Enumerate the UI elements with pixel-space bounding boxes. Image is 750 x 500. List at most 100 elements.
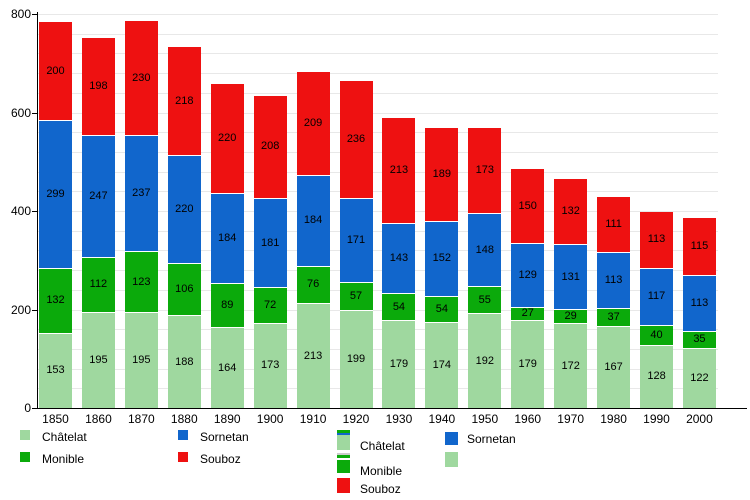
bar-segment-chatelat-1860: 195 bbox=[81, 311, 115, 408]
bar-value-label: 208 bbox=[260, 140, 280, 153]
bar-segment-souboz-1880: 218 bbox=[167, 47, 201, 155]
bar-value-label: 113 bbox=[647, 233, 666, 246]
legend-swatch-sornetan bbox=[178, 430, 188, 440]
bar-value-label: 179 bbox=[518, 357, 537, 370]
bar-segment-chatelat-1950: 192 bbox=[468, 313, 502, 408]
legend-swatch-stripe bbox=[337, 453, 350, 455]
gridline bbox=[38, 230, 718, 232]
gridline bbox=[38, 368, 718, 370]
bar-value-label: 213 bbox=[389, 163, 409, 176]
bar-segment-monible-2000: 35 bbox=[682, 330, 716, 348]
y-axis-tick-label: 600 bbox=[10, 105, 31, 120]
bar-segment-monible-1940: 54 bbox=[425, 295, 459, 323]
legend-label-sornetan: Sornetan bbox=[200, 430, 249, 444]
bar-value-label: 195 bbox=[132, 353, 151, 366]
legend-swatch-sornetan bbox=[445, 432, 458, 445]
bar-value-label: 237 bbox=[132, 187, 151, 200]
bar-value-label: 220 bbox=[218, 132, 237, 145]
gridline bbox=[38, 211, 718, 212]
bar-value-label: 72 bbox=[264, 299, 277, 312]
bar-segment-chatelat-1930: 179 bbox=[382, 319, 416, 408]
bar-value-label: 173 bbox=[475, 164, 494, 177]
bar-value-label: 167 bbox=[604, 360, 623, 373]
bar-value-label: 131 bbox=[561, 270, 580, 283]
x-axis-label-1860: 1860 bbox=[85, 412, 112, 426]
legend-label-souboz-2: Souboz bbox=[360, 482, 401, 496]
bar-segment-sornetan-1930: 143 bbox=[382, 222, 416, 294]
bar-segment-sornetan-1990: 117 bbox=[640, 267, 674, 326]
bar-value-label: 171 bbox=[346, 233, 366, 246]
bar-segment-souboz-1860: 198 bbox=[81, 37, 115, 136]
gridline bbox=[38, 132, 718, 134]
gridline bbox=[38, 270, 718, 272]
bar-segment-sornetan-1970: 131 bbox=[554, 244, 588, 309]
bar-segment-monible-1930: 54 bbox=[382, 293, 416, 320]
bar-segment-chatelat-1920: 199 bbox=[339, 309, 373, 408]
bar-segment-chatelat-1850: 153 bbox=[39, 332, 72, 408]
gridline bbox=[38, 191, 718, 193]
gridline bbox=[38, 14, 718, 15]
bar-value-label: 54 bbox=[435, 303, 448, 315]
bar-segment-sornetan-1950: 148 bbox=[468, 213, 502, 287]
legend-swatch-stripe bbox=[337, 435, 350, 450]
bar-segment-souboz-1990: 113 bbox=[640, 211, 674, 268]
bar-value-label: 113 bbox=[690, 296, 709, 309]
gridline bbox=[38, 73, 718, 75]
bar-value-label: 150 bbox=[518, 199, 537, 212]
bar-value-label: 172 bbox=[561, 359, 580, 372]
bar-segment-monible-1850: 132 bbox=[39, 267, 72, 333]
bar-value-label: 123 bbox=[132, 275, 151, 288]
legend-swatch-unlabeled bbox=[445, 452, 458, 467]
bar-segment-chatelat-1960: 179 bbox=[511, 319, 545, 408]
bar-value-label: 76 bbox=[306, 278, 320, 291]
bar-value-label: 174 bbox=[432, 359, 452, 372]
bar-segment-sornetan-1890: 184 bbox=[210, 192, 244, 284]
bar-value-label: 117 bbox=[647, 290, 666, 303]
bar-segment-souboz-1970: 132 bbox=[554, 179, 588, 245]
legend-label-chatelat: Châtelat bbox=[42, 430, 87, 444]
bar-value-label: 199 bbox=[346, 352, 366, 365]
x-axis-label-1910: 1910 bbox=[299, 412, 327, 426]
x-axis-label-1960: 1960 bbox=[514, 412, 542, 426]
bar-segment-sornetan-2000: 113 bbox=[682, 275, 716, 331]
legend-swatch-monible bbox=[337, 453, 350, 473]
bar-segment-sornetan-1860: 247 bbox=[81, 135, 115, 257]
y-axis-tick-label: 0 bbox=[24, 401, 31, 415]
bar-segment-sornetan-1960: 129 bbox=[511, 243, 545, 307]
bar-value-label: 37 bbox=[607, 310, 620, 323]
bar-value-label: 184 bbox=[303, 214, 323, 227]
bar-value-label: 112 bbox=[89, 278, 108, 291]
bar-value-label: 218 bbox=[175, 94, 194, 107]
bar-segment-sornetan-1980: 113 bbox=[597, 251, 631, 308]
legend-swatch-stripe bbox=[337, 458, 350, 460]
bar-segment-sornetan-1880: 220 bbox=[167, 154, 201, 264]
bar-segment-chatelat-1900: 173 bbox=[253, 322, 287, 408]
bar-value-label: 153 bbox=[46, 364, 65, 377]
y-axis-tick-label: 800 bbox=[10, 7, 31, 21]
bar-segment-souboz-1850: 200 bbox=[39, 21, 72, 121]
bar-segment-chatelat-1870: 195 bbox=[124, 311, 158, 408]
bar-segment-souboz-1940: 189 bbox=[425, 127, 459, 221]
bar-value-label: 230 bbox=[132, 71, 151, 84]
legend-swatch-stripe bbox=[337, 430, 350, 433]
bar-value-label: 111 bbox=[605, 218, 622, 231]
legend-swatch-chatelat bbox=[337, 430, 350, 450]
x-axis-label-1880: 1880 bbox=[170, 412, 198, 426]
y-axis-line bbox=[37, 12, 38, 409]
x-axis-label-1950: 1950 bbox=[471, 412, 499, 426]
legend-label-sornetan-2: Sornetan bbox=[467, 432, 516, 446]
bar-segment-chatelat-1910: 213 bbox=[296, 303, 330, 408]
bar-segment-souboz-1930: 213 bbox=[382, 117, 416, 223]
x-axis-label-1980: 1980 bbox=[600, 412, 627, 426]
bar-value-label: 89 bbox=[221, 299, 234, 312]
y-axis-tick bbox=[32, 112, 38, 114]
bar-segment-chatelat-1890: 164 bbox=[210, 327, 244, 408]
bar-segment-sornetan-1910: 184 bbox=[296, 175, 330, 266]
bar-segment-souboz-1870: 230 bbox=[124, 21, 158, 135]
bar-value-label: 164 bbox=[218, 361, 237, 374]
legend-swatch-stripe bbox=[337, 460, 350, 473]
gridline bbox=[38, 92, 718, 94]
gridline bbox=[38, 33, 718, 35]
legend-label-chatelat-2: Châtelat bbox=[360, 439, 405, 453]
bar-value-label: 200 bbox=[46, 64, 65, 77]
